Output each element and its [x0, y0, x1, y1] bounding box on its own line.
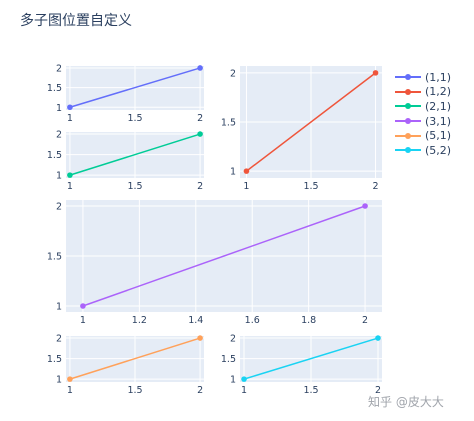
watermark: 知乎 @皮大大 [368, 395, 444, 409]
series-line [243, 337, 379, 380]
x-tick-label: 1 [80, 315, 86, 326]
y-tick-label: 1.5 [47, 252, 62, 263]
x-tick-label: 1 [67, 385, 73, 396]
data-point [80, 303, 86, 309]
legend-item[interactable]: (1,1) [395, 70, 451, 85]
legend-swatch [395, 101, 421, 111]
legend-swatch [395, 72, 421, 82]
x-tick-label: 1.5 [127, 385, 142, 396]
data-point [375, 335, 381, 341]
y-tick-label: 1 [56, 103, 62, 114]
x-tick-label: 1.5 [303, 181, 318, 192]
legend-label: (5,2) [425, 143, 452, 157]
series-line [69, 337, 201, 380]
legend-swatch [395, 131, 421, 141]
series-line [82, 205, 366, 307]
subplot-top-left-lower: 1 1.5 2 1 1.5 2 [47, 130, 204, 192]
data-point [197, 335, 203, 341]
legend-label: (1,2) [425, 85, 452, 99]
x-tick-label: 2 [197, 181, 203, 192]
x-tick-label: 1.5 [127, 113, 142, 124]
legend-label: (1,1) [425, 70, 452, 84]
legend-item[interactable]: (3,1) [395, 114, 451, 129]
x-tick-label: 2 [362, 315, 368, 326]
legend-item[interactable]: (5,1) [395, 128, 451, 143]
data-point [362, 203, 368, 209]
data-point [67, 104, 73, 111]
x-tick-label: 2 [373, 181, 379, 192]
legend-swatch [395, 145, 421, 155]
data-point [197, 65, 203, 71]
x-tick-label: 1 [67, 113, 73, 124]
y-tick-label: 1.5 [221, 354, 236, 365]
subplot-middle: 1 1.2 1.4 1.6 1.8 2 1 1.5 2 [47, 200, 382, 326]
y-tick-label: 2 [56, 334, 62, 345]
legend-item[interactable]: (1,2) [395, 85, 451, 100]
subplot-bottom-right: 1 1.5 2 1 1.5 2 [221, 334, 382, 396]
legend-label: (3,1) [425, 114, 452, 128]
data-point [197, 131, 203, 137]
data-point [243, 168, 250, 174]
x-tick-label: 1 [241, 385, 247, 396]
y-tick-label: 1 [230, 167, 236, 178]
y-tick-label: 1.5 [47, 354, 62, 365]
subplot-top-left-upper: 1 1.5 2 1 1.5 2 [47, 63, 204, 124]
legend-item[interactable]: (2,1) [395, 99, 451, 114]
y-tick-label: 2 [56, 63, 62, 74]
legend: (1,1) (1,2) (2,1) (3,1) (5,1) (5,2) [395, 70, 451, 158]
figure-title: 多子图位置自定义 [20, 13, 132, 29]
x-tick-label: 1 [67, 181, 73, 192]
x-tick-label: 2 [197, 385, 203, 396]
x-tick-label: 2 [375, 385, 381, 396]
x-tick-label: 1.4 [188, 315, 203, 326]
y-tick-label: 1 [230, 375, 236, 386]
y-tick-label: 2 [230, 68, 236, 79]
series-line [69, 67, 201, 108]
x-tick-label: 2 [197, 113, 203, 124]
y-tick-label: 1.5 [47, 150, 62, 161]
y-tick-label: 1.5 [221, 118, 236, 129]
data-point [372, 70, 379, 76]
y-tick-label: 1 [56, 302, 62, 313]
y-tick-label: 2 [230, 334, 236, 345]
subplot-top-right: 1 1.5 2 1 1.5 2 [221, 66, 382, 192]
y-tick-label: 1 [56, 375, 62, 386]
x-tick-label: 1.6 [245, 315, 260, 326]
legend-swatch [395, 116, 421, 126]
subplot-bottom-left: 1 1.5 2 1 1.5 2 [47, 334, 204, 396]
data-point [67, 376, 73, 382]
series-line [246, 72, 376, 172]
legend-label: (2,1) [425, 99, 452, 113]
y-tick-label: 2 [56, 202, 62, 213]
y-tick-label: 2 [56, 130, 62, 141]
data-point [67, 172, 73, 178]
x-tick-label: 1.2 [132, 315, 147, 326]
x-tick-label: 1.5 [127, 181, 142, 192]
x-tick-label: 1.5 [303, 385, 318, 396]
data-point [241, 376, 247, 382]
legend-swatch [395, 87, 421, 97]
x-tick-label: 1.8 [301, 315, 316, 326]
y-tick-label: 1.5 [47, 83, 62, 94]
y-tick-label: 1 [56, 171, 62, 182]
legend-item[interactable]: (5,2) [395, 143, 451, 158]
legend-label: (5,1) [425, 129, 452, 143]
series-line [69, 133, 201, 176]
x-tick-label: 1 [243, 181, 249, 192]
